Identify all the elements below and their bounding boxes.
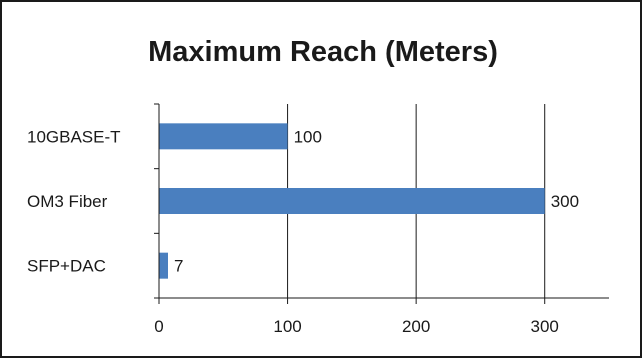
bar-2 — [159, 252, 168, 279]
x-tick-label-0: 0 — [154, 317, 163, 336]
category-label-2: SFP+DAC — [27, 257, 106, 276]
data-label-0: 100 — [294, 127, 322, 146]
chart-title: Maximum Reach (Meters) — [148, 36, 498, 68]
bar-1 — [159, 188, 545, 214]
data-label-2: 7 — [174, 257, 183, 276]
data-label-1: 300 — [551, 192, 579, 211]
category-label-0: 10GBASE-T — [27, 127, 121, 146]
bar-0 — [159, 123, 288, 150]
x-tick-label-300: 300 — [531, 317, 559, 336]
x-tick-label-200: 200 — [402, 317, 430, 336]
x-tick-label-100: 100 — [273, 317, 301, 336]
category-label-1: OM3 Fiber — [27, 192, 108, 211]
